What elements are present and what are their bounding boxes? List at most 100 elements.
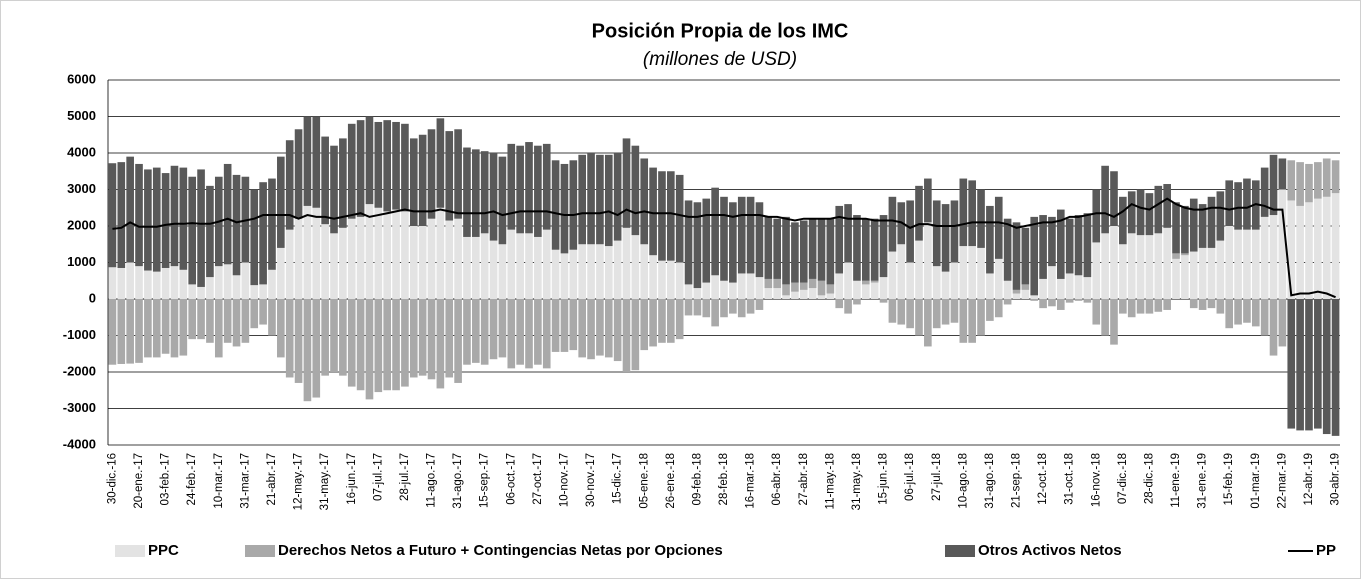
bar-segment <box>409 138 418 226</box>
bar-segment <box>268 269 276 299</box>
x-tick-label: 06-abr.-18 <box>771 453 783 505</box>
x-tick-label: 30-dic.-16 <box>106 453 118 504</box>
bar-segment <box>596 154 604 245</box>
bar-segment <box>312 207 321 299</box>
bar-segment <box>1181 255 1189 299</box>
bar-segment <box>764 216 773 279</box>
bar-segment <box>729 282 737 299</box>
bar-segment <box>152 167 161 272</box>
bar-segment <box>135 299 143 363</box>
bar-segment <box>658 299 666 343</box>
bar-segment <box>197 286 205 299</box>
x-tick-label: 31-ago.-17 <box>452 453 464 509</box>
bar-segment <box>347 218 356 299</box>
bar-segment <box>720 299 728 318</box>
bar-segment <box>1101 165 1109 234</box>
bar-segment <box>879 277 888 299</box>
bar-segment <box>1305 202 1313 299</box>
bar-segment <box>1322 158 1331 197</box>
bar-segment <box>755 202 764 278</box>
bar-segment <box>986 273 994 299</box>
bar-segment <box>445 220 454 299</box>
bar-segment <box>152 299 161 358</box>
bar-segment <box>498 156 507 245</box>
bar-segment <box>135 163 143 267</box>
bar-segment <box>489 240 498 299</box>
bar-segment <box>1207 196 1216 248</box>
bar-segment <box>1003 299 1012 305</box>
bar-segment <box>587 153 595 245</box>
bar-segment <box>1198 204 1207 248</box>
bar-segment <box>144 169 152 271</box>
bar-segment <box>516 233 524 299</box>
bar-segment <box>808 278 817 289</box>
bar-segment <box>489 153 498 241</box>
bar-segment <box>1110 299 1118 345</box>
bar-segment <box>994 196 1003 259</box>
bar-segment <box>161 267 170 299</box>
legend-label: Otros Activos Netos <box>978 542 1122 559</box>
legend-swatch <box>115 545 145 557</box>
bar-segment <box>268 178 276 270</box>
bar-segment <box>578 154 586 245</box>
bar-segment <box>294 299 303 383</box>
bar-segment <box>534 236 542 299</box>
legend-label: Derechos Netos a Futuro + Contingencias … <box>278 542 723 559</box>
bar-segment <box>117 267 126 299</box>
bar-segment <box>1189 299 1198 309</box>
x-tick-label: 06-oct.-17 <box>505 453 517 505</box>
bar-segment <box>339 227 347 299</box>
x-tick-label: 10-mar.-17 <box>213 453 225 509</box>
bar-segment <box>791 222 799 283</box>
bar-segment <box>1119 299 1127 314</box>
bar-segment <box>1251 229 1260 299</box>
bar-segment <box>1189 198 1198 252</box>
bar-segment <box>241 299 250 343</box>
bar-segment <box>1012 222 1021 290</box>
bar-segment <box>1207 247 1216 299</box>
bar-segment <box>932 200 941 267</box>
bar-segment <box>1331 193 1340 299</box>
bar-segment <box>684 284 693 299</box>
bar-segment <box>1127 191 1136 234</box>
bar-segment <box>1030 299 1039 301</box>
bar-segment <box>915 299 923 336</box>
bar-segment <box>791 291 799 299</box>
bar-segment <box>206 277 214 299</box>
bar-segment <box>542 143 551 230</box>
bar-segment <box>755 277 764 299</box>
bar-segment <box>897 299 906 325</box>
bar-segment <box>534 299 542 365</box>
x-tick-label: 11-ago.-17 <box>426 453 438 508</box>
bar-segment <box>729 299 737 314</box>
bar-segment <box>392 209 400 299</box>
bar-segment <box>516 299 524 365</box>
bar-segment <box>206 185 214 278</box>
bar-segment <box>330 145 338 234</box>
bar-segment <box>1048 299 1056 307</box>
bar-segment <box>542 229 551 299</box>
bar-segment <box>1269 215 1278 299</box>
bar-segment <box>472 236 480 299</box>
bar-segment <box>152 271 161 299</box>
x-tick-label: 11-may.-18 <box>824 453 836 509</box>
bar-segment <box>436 207 445 299</box>
bar-segment <box>268 299 276 336</box>
bar-segment <box>569 249 578 299</box>
bar-segment <box>870 280 879 283</box>
bar-segment <box>1260 216 1269 299</box>
y-tick-label: 2000 <box>67 217 96 232</box>
bar-segment <box>197 169 205 287</box>
bar-segment <box>418 299 427 376</box>
bar-segment <box>915 240 923 299</box>
x-tick-label: 31-ene.-19 <box>1197 453 1209 509</box>
x-tick-label: 27-oct.-17 <box>532 453 544 505</box>
bar-segment <box>915 185 923 241</box>
x-tick-label: 28-jul.-17 <box>399 453 411 501</box>
bar-segment <box>808 288 817 299</box>
bar-segment <box>445 131 454 221</box>
bar-segment <box>188 176 197 285</box>
bar-segment <box>250 285 259 299</box>
x-tick-label: 15-dic.-17 <box>612 453 624 504</box>
y-tick-label: 1000 <box>67 254 96 269</box>
